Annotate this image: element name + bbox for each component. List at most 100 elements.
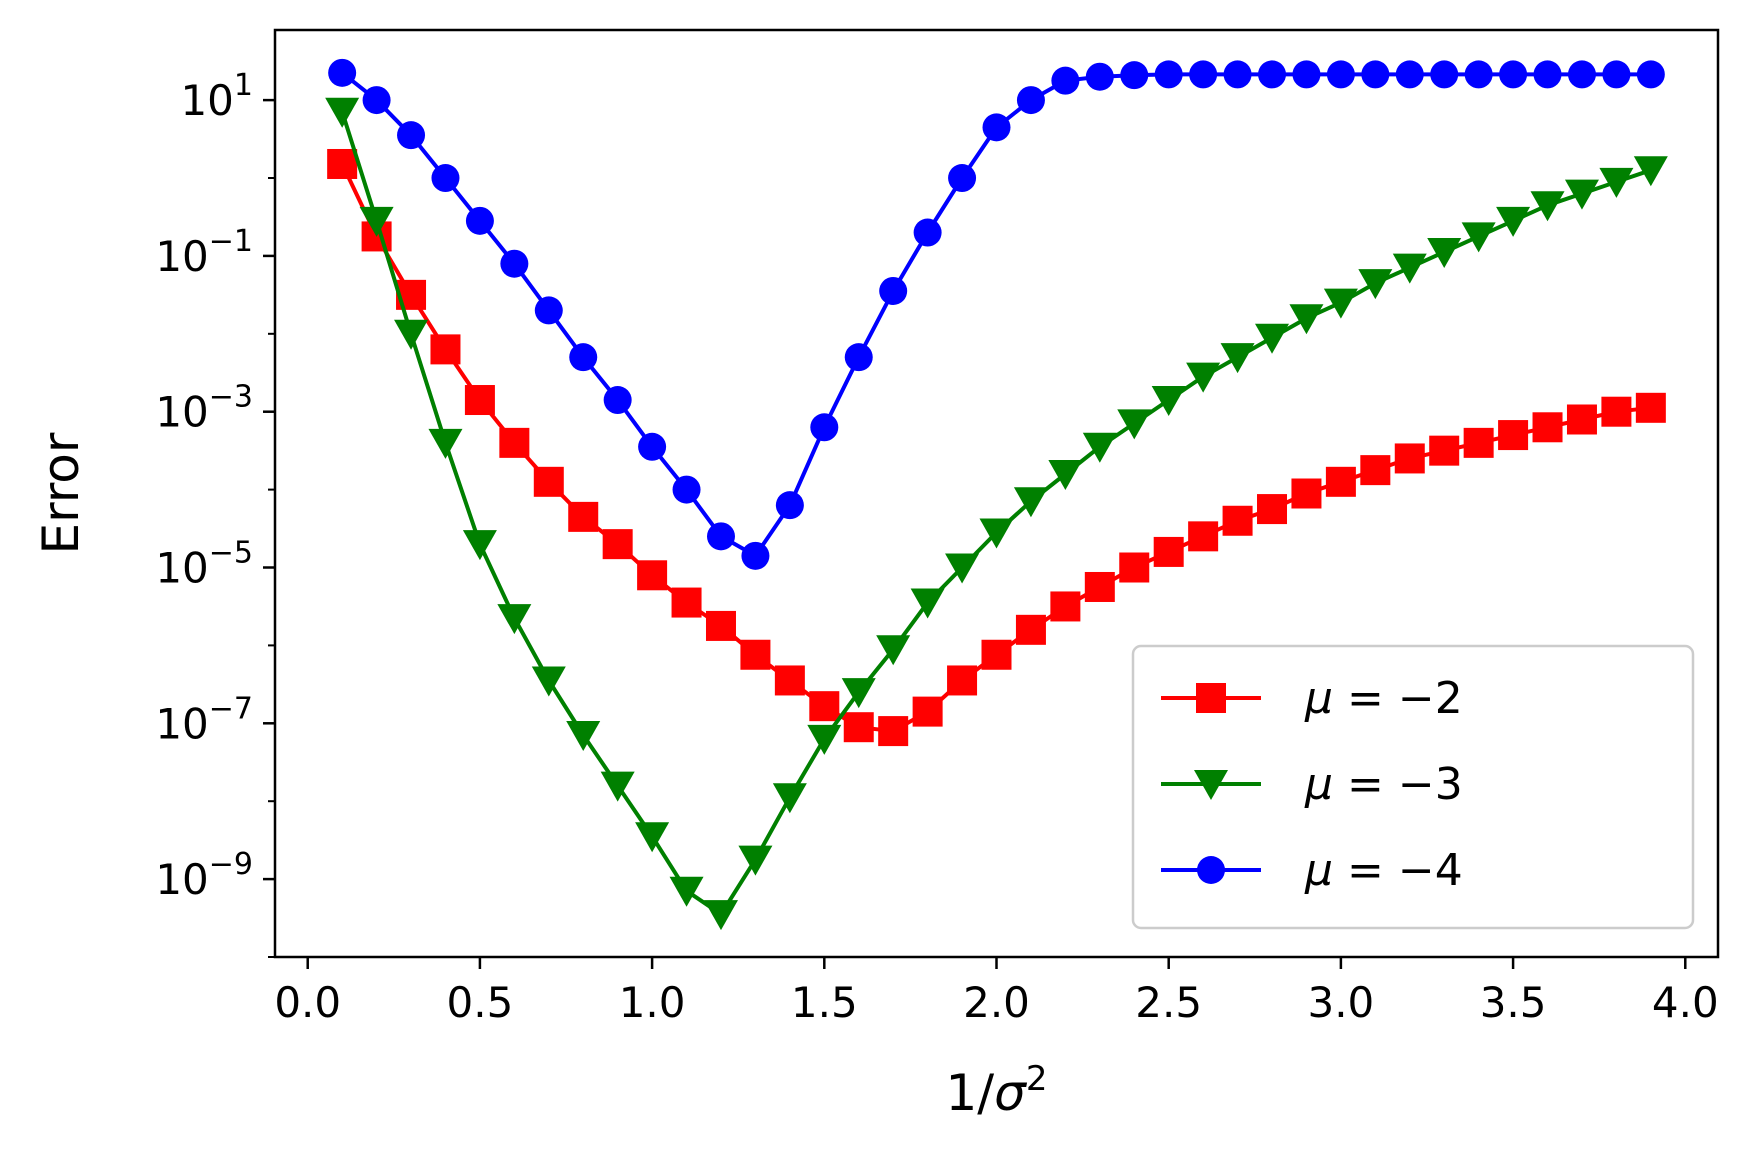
- data-point: [1464, 60, 1493, 89]
- legend-label-equals: =: [1347, 845, 1384, 896]
- data-point: [1258, 60, 1287, 89]
- data-point: [1461, 222, 1496, 253]
- y-tick-label-base: 10: [155, 232, 208, 281]
- y-tick-label: 10−9: [155, 847, 253, 904]
- legend-label: μ = −3: [1304, 759, 1463, 810]
- y-tick-label: 10−3: [155, 380, 253, 437]
- data-point: [1153, 536, 1184, 567]
- data-point: [533, 466, 564, 497]
- legend-item: μ = −3: [1161, 759, 1463, 810]
- data-point: [807, 724, 842, 755]
- legend-label-value: −3: [1398, 759, 1463, 810]
- legend-label-mu: μ: [1304, 673, 1333, 724]
- data-point: [1120, 61, 1149, 90]
- legend-label: μ = −4: [1304, 845, 1463, 896]
- data-point: [809, 691, 840, 722]
- data-point: [1429, 435, 1460, 466]
- data-point: [981, 639, 1012, 670]
- y-tick-label-base: 10: [155, 699, 208, 748]
- data-point: [1498, 420, 1529, 451]
- y-tick-label: 101: [180, 68, 253, 125]
- data-point: [1289, 304, 1324, 335]
- data-point: [430, 334, 461, 365]
- data-point: [1325, 466, 1356, 497]
- data-point: [738, 845, 773, 876]
- data-point: [566, 720, 601, 751]
- data-point: [1361, 60, 1390, 89]
- data-point: [1602, 60, 1631, 89]
- data-point: [1599, 167, 1634, 198]
- data-point: [810, 413, 839, 442]
- data-point: [945, 553, 980, 584]
- y-tick-label-exponent: −5: [209, 536, 253, 571]
- legend-marker: [1197, 856, 1225, 884]
- y-tick-label-base: 10: [155, 388, 208, 437]
- data-point: [1499, 60, 1528, 89]
- data-point: [1291, 478, 1322, 509]
- data-point: [1154, 60, 1183, 89]
- x-axis-label: 1/σ2: [945, 1059, 1047, 1122]
- data-point: [672, 475, 701, 504]
- y-tick-label-exponent: −3: [209, 380, 253, 415]
- data-point: [706, 522, 735, 551]
- data-point: [879, 276, 908, 305]
- y-axis-label: Error: [32, 432, 90, 554]
- data-point: [982, 113, 1011, 142]
- data-point: [669, 876, 704, 907]
- data-point: [1323, 288, 1358, 319]
- y-tick-label-base: 10: [155, 544, 208, 593]
- data-point: [1567, 60, 1596, 89]
- data-point: [1050, 591, 1081, 622]
- data-point: [462, 530, 497, 561]
- data-point: [841, 678, 876, 709]
- data-point: [465, 206, 494, 235]
- data-point: [1016, 86, 1045, 115]
- data-point: [1084, 571, 1115, 602]
- data-point: [1085, 62, 1114, 91]
- data-point: [362, 86, 391, 115]
- data-point: [328, 58, 357, 87]
- data-point: [1360, 455, 1391, 486]
- legend: μ = −2 μ = −3 μ = −4: [1131, 644, 1695, 930]
- x-tick-label: 2.0: [963, 978, 1030, 1027]
- data-point: [1532, 412, 1563, 443]
- data-point: [431, 164, 460, 193]
- data-point: [394, 319, 429, 350]
- data-point: [1496, 206, 1531, 237]
- data-point: [1223, 60, 1252, 89]
- legend-item: μ = −4: [1161, 845, 1463, 896]
- data-point: [1463, 427, 1494, 458]
- data-point: [740, 639, 771, 670]
- data-point: [912, 696, 943, 727]
- x-tick-label: 0.0: [274, 978, 341, 1027]
- data-point: [775, 491, 804, 520]
- data-point: [1533, 60, 1562, 89]
- legend-label-equals: =: [1347, 673, 1384, 724]
- data-point: [1392, 253, 1427, 284]
- data-point: [531, 666, 566, 697]
- y-tick-label-exponent: −1: [209, 224, 253, 259]
- y-tick-label: 10−5: [155, 536, 253, 593]
- data-point: [600, 771, 635, 802]
- y-tick-label-exponent: −9: [209, 847, 253, 882]
- data-point: [635, 822, 670, 853]
- data-point: [1395, 60, 1424, 89]
- data-point: [705, 610, 736, 641]
- data-point: [1151, 386, 1186, 417]
- data-point: [637, 560, 668, 591]
- data-point: [464, 385, 495, 416]
- data-point: [1119, 552, 1150, 583]
- x-tick-label: 3.5: [1480, 978, 1547, 1027]
- x-axis-label-base: 1/: [945, 1064, 994, 1122]
- legend-label-value: −2: [1398, 673, 1463, 724]
- data-point: [741, 541, 770, 570]
- legend-label-equals: =: [1347, 759, 1384, 810]
- data-point: [1633, 156, 1668, 187]
- series-group: [328, 58, 1665, 570]
- data-point: [534, 296, 563, 325]
- data-point: [1427, 238, 1462, 269]
- data-point: [397, 121, 426, 150]
- series-layer: [325, 58, 1668, 931]
- legend-label-mu: μ: [1304, 845, 1333, 896]
